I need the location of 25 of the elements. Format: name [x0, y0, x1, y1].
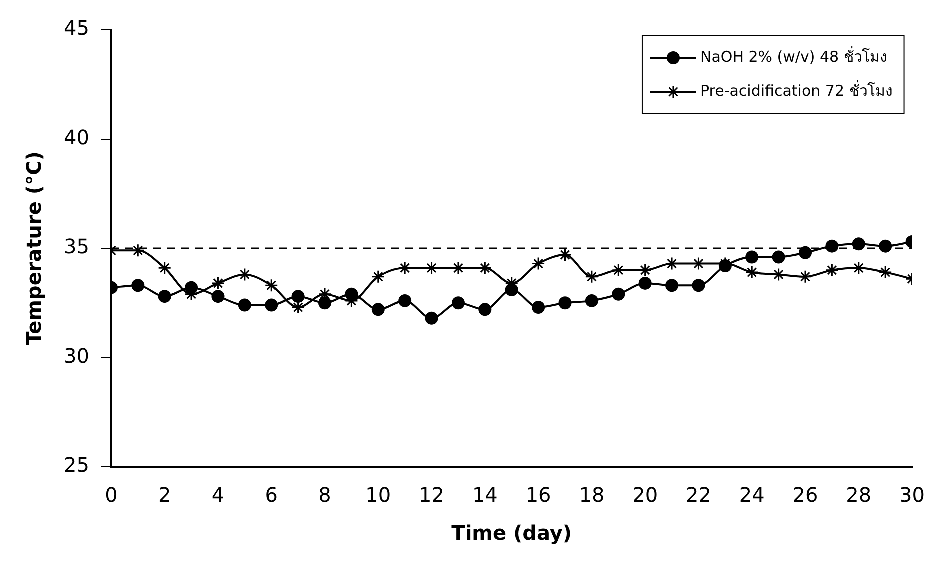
legend-label: Pre-acidification 72 ชั่วโมง	[700, 80, 892, 100]
x-tick-label: 30	[900, 483, 925, 508]
y-tick-label: 30	[64, 344, 90, 368]
x-axis-title: Time (day)	[452, 521, 572, 546]
x-tick-label: 24	[739, 483, 765, 508]
y-axis-title: Temperature (°C)	[22, 152, 46, 346]
x-tick-label: 6	[265, 483, 278, 508]
x-tick-label: 16	[526, 483, 552, 508]
x-tick-label: 4	[212, 483, 225, 508]
y-tick-label: 45	[64, 16, 90, 40]
x-tick-label: 2	[158, 483, 172, 508]
x-tick-label: 0	[105, 483, 118, 508]
y-tick-label: 40	[64, 125, 90, 150]
x-tick-label: 12	[419, 483, 445, 508]
x-tick-label: 26	[792, 483, 818, 508]
x-tick-label: 8	[318, 483, 332, 508]
x-tick-label: 22	[686, 483, 712, 508]
x-tick-label: 18	[579, 483, 605, 508]
legend-label: NaOH 2% (w/v) 48 ชั่วโมง	[700, 46, 887, 66]
y-tick-label: 25	[64, 453, 90, 478]
x-tick-label: 10	[366, 483, 392, 508]
x-tick-label: 28	[846, 483, 872, 508]
x-tick-label: 20	[632, 483, 658, 508]
x-tick-label: 14	[472, 483, 498, 508]
y-tick-label: 35	[64, 234, 90, 259]
